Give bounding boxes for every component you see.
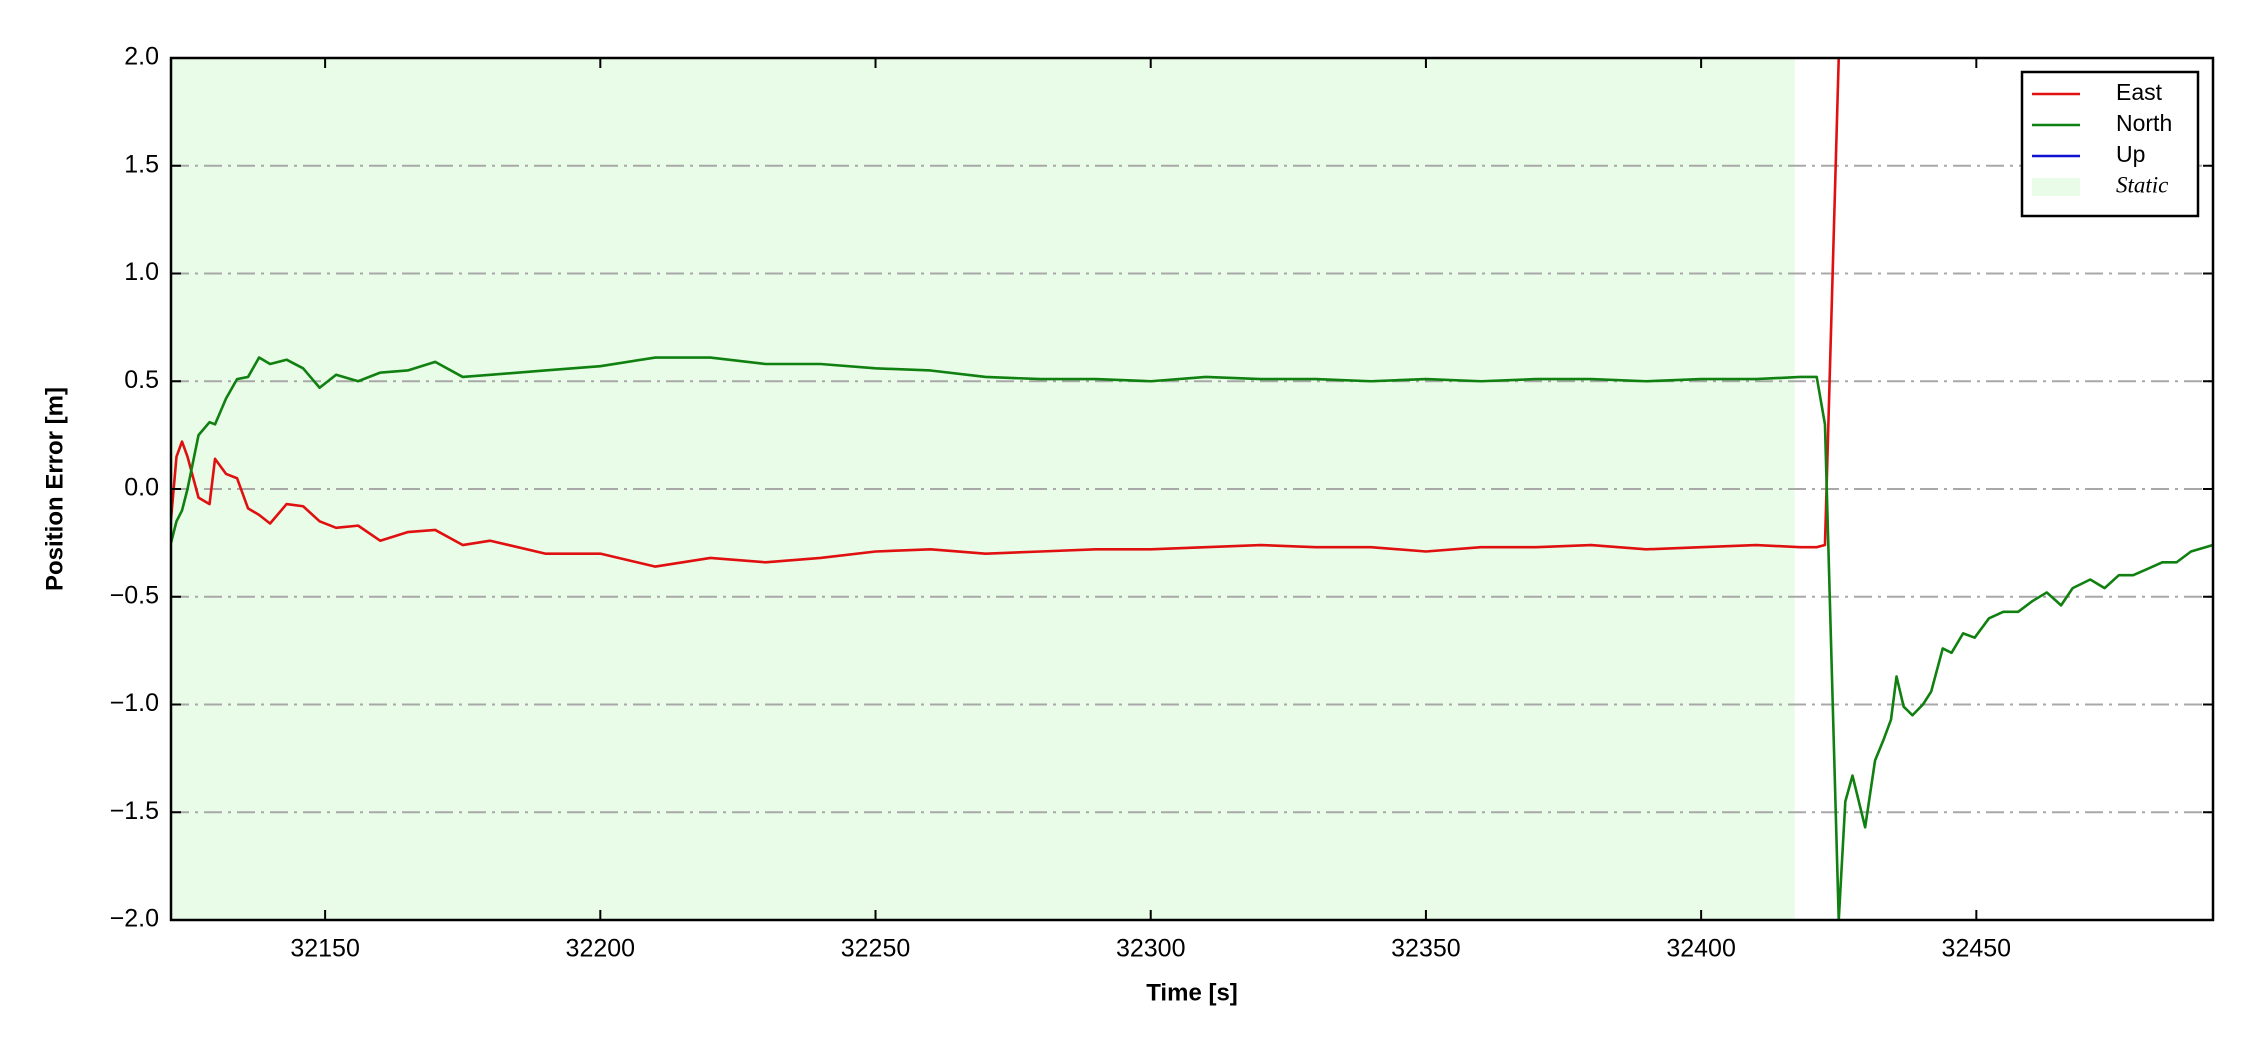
legend-label: Static — [2116, 172, 2168, 197]
x-tick-label: 32300 — [1116, 935, 1186, 963]
y-tick-label: 2.0 — [124, 43, 159, 71]
x-axis-label: Time [s] — [1146, 979, 1238, 1006]
x-tick-label: 32200 — [566, 935, 636, 963]
axes: −2.0 −1.5 −1.0 −0.5 0.0 0.5 1.0 1.5 2.0 32150 3220… — [110, 43, 2213, 963]
y-tick-label: −1.5 — [110, 797, 159, 825]
x-tick-label: 32400 — [1666, 935, 1736, 963]
y-tick-label: 1.0 — [124, 258, 159, 286]
y-axis-label: Position Error [m] — [41, 387, 68, 591]
y-tick-label: −1.0 — [110, 689, 159, 717]
series-line — [171, 356, 2213, 920]
y-tick-label: 0.0 — [124, 474, 159, 502]
series-line — [171, 58, 1841, 568]
legend-label: North — [2116, 110, 2172, 136]
x-tick-label: 32350 — [1391, 935, 1461, 963]
y-tick-label: 1.5 — [124, 150, 159, 178]
y-tick-label: 0.5 — [124, 366, 159, 394]
x-tick-label: 32150 — [290, 935, 360, 963]
y-tick-label: −0.5 — [110, 581, 159, 609]
legend-swatch — [2032, 178, 2080, 196]
x-tick-label: 32450 — [1942, 935, 2012, 963]
legend: East North Up Static — [2020, 70, 2200, 218]
legend-label: Up — [2116, 141, 2145, 167]
plot-lines — [171, 58, 2213, 920]
legend-label: East — [2116, 79, 2163, 105]
x-tick-label: 32250 — [841, 935, 911, 963]
y-tick-label: −2.0 — [110, 905, 159, 933]
